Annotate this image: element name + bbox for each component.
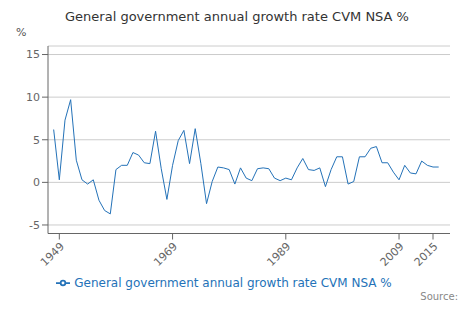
svg-text:1989: 1989	[264, 240, 293, 269]
svg-text:5: 5	[33, 134, 40, 147]
svg-text:15: 15	[26, 48, 40, 61]
svg-text:1969: 1969	[151, 240, 180, 269]
svg-text:10: 10	[26, 91, 40, 104]
svg-text:2009: 2009	[378, 240, 407, 269]
html-text:General government annual grow: General government annual growth rate CV…	[65, 9, 409, 24]
svg-text:-5: -5	[29, 219, 40, 232]
svg-text:1949: 1949	[38, 240, 67, 269]
html-text:Source:: Source:	[420, 291, 458, 302]
svg-text:2015: 2015	[412, 240, 441, 269]
html-text:General government annual grow: General government annual growth rate CV…	[74, 275, 392, 290]
svg-text:0: 0	[33, 176, 40, 189]
